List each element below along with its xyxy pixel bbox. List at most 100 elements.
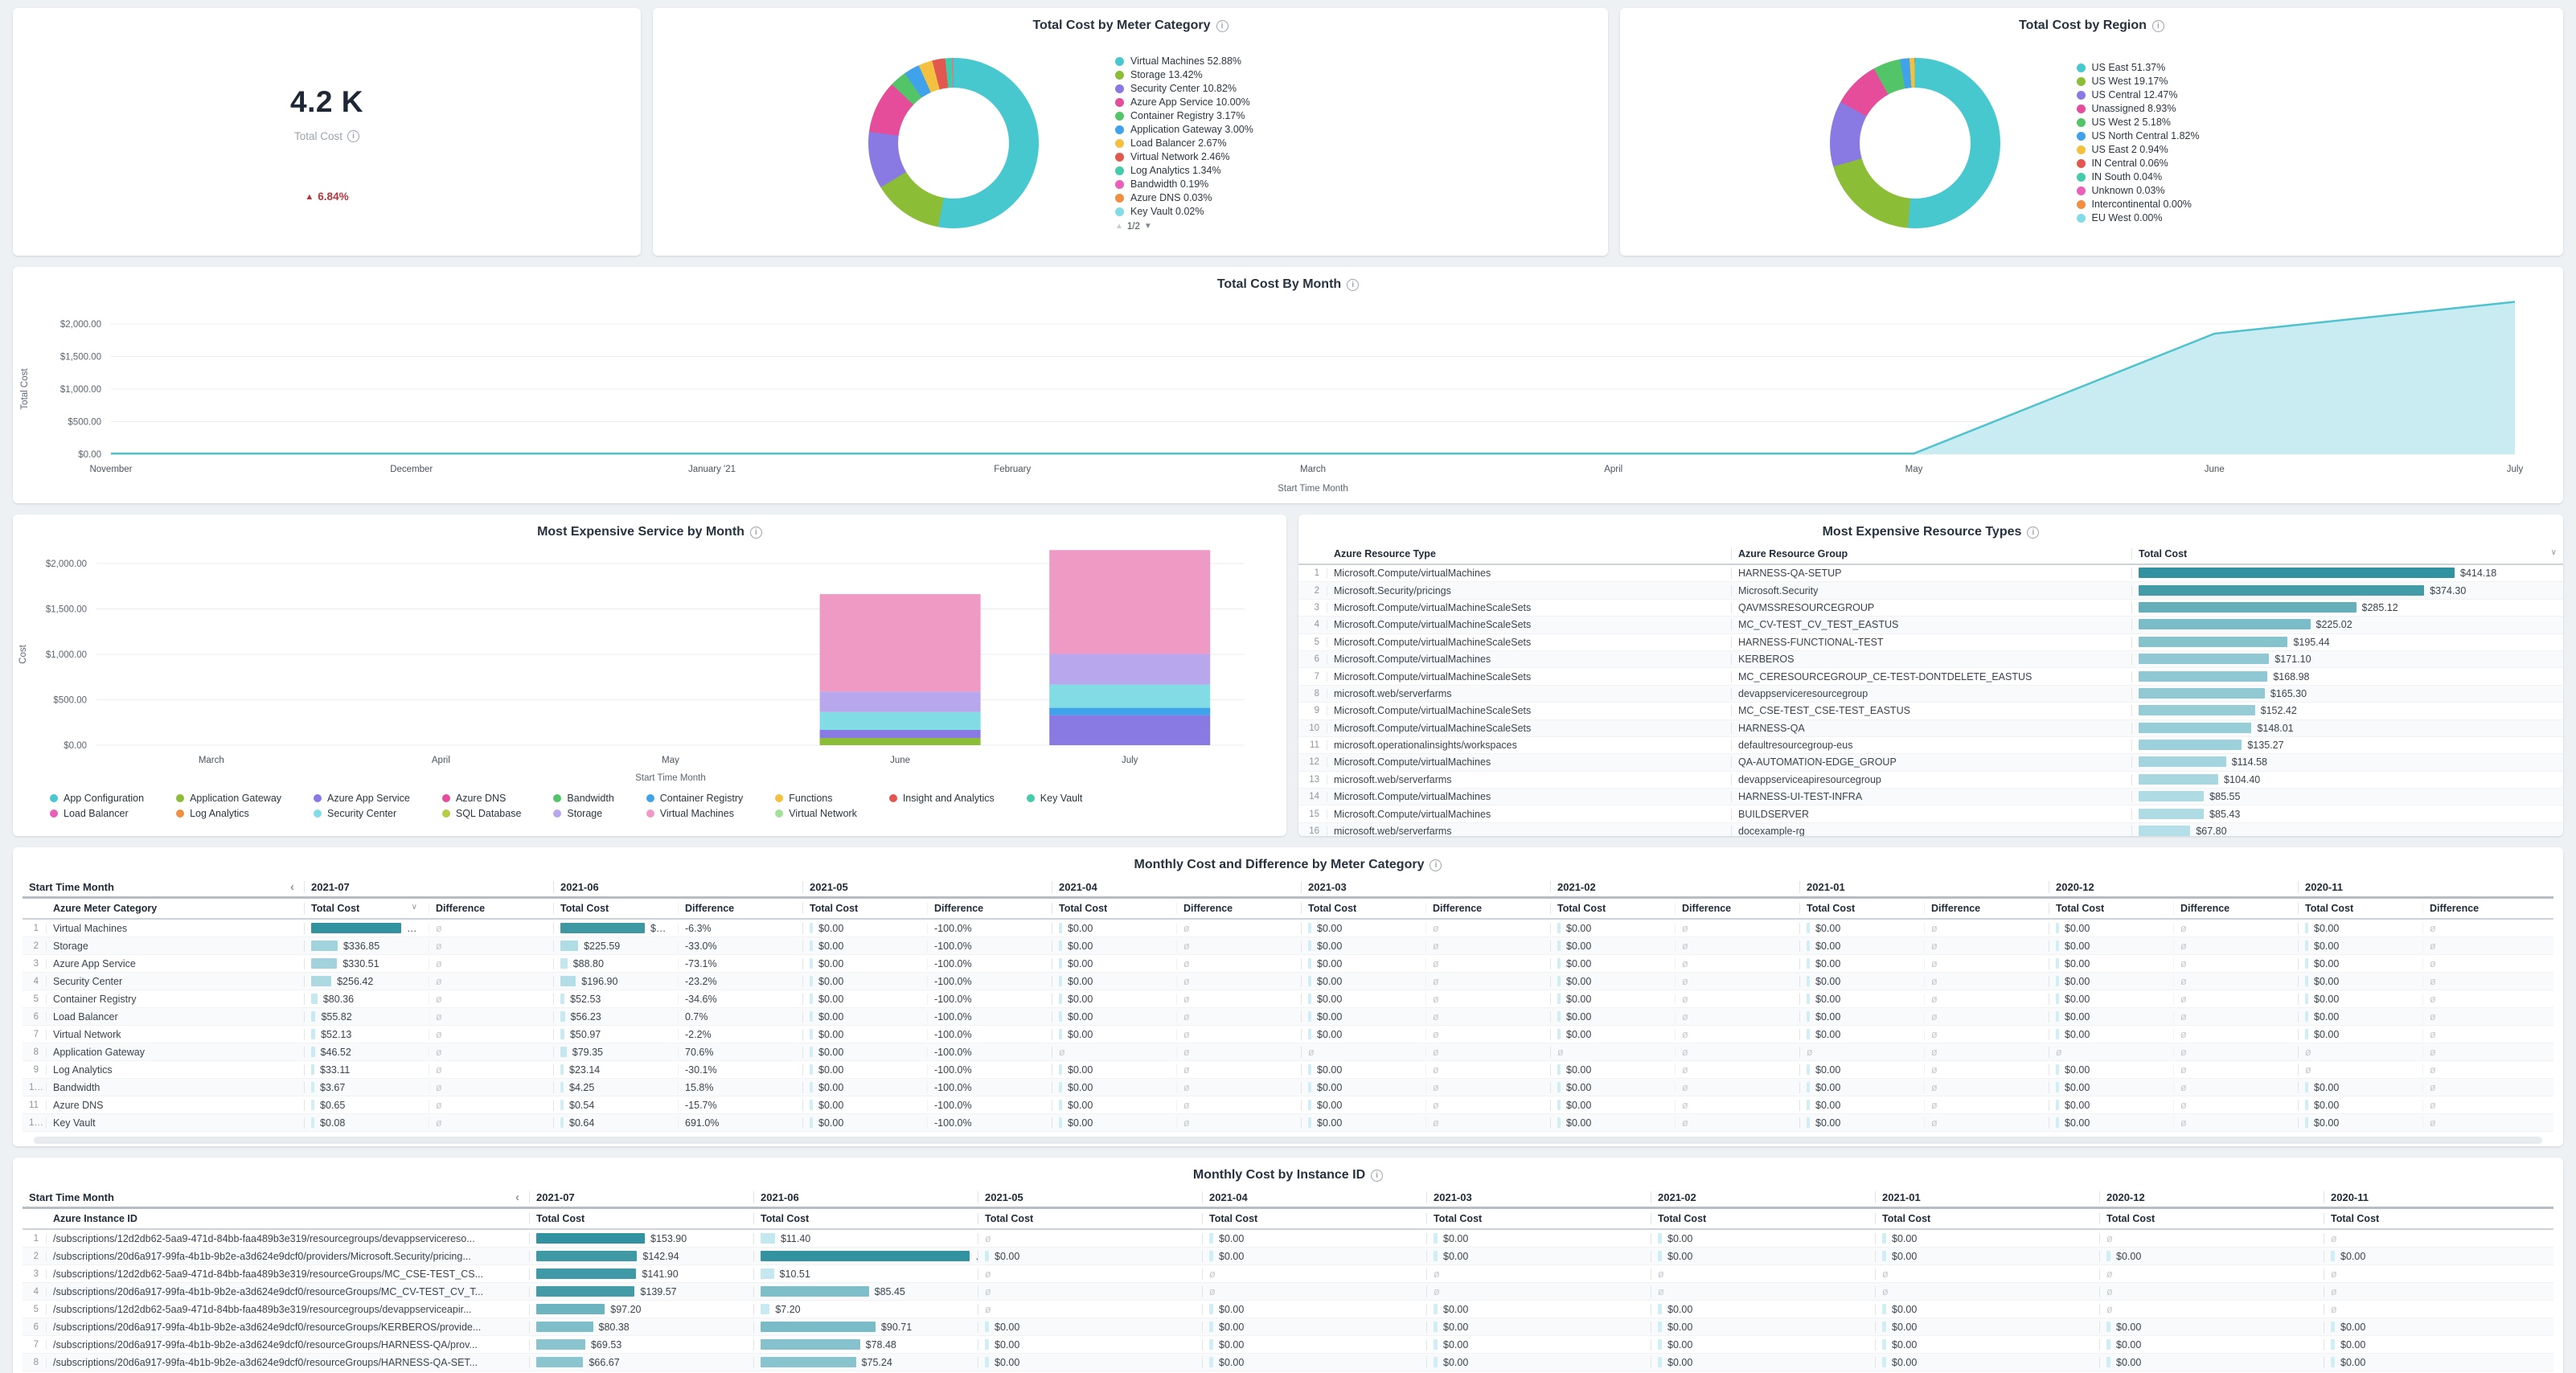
legend-page-down-icon[interactable]: ▼ — [1144, 222, 1152, 231]
legend-item[interactable]: US West 2 5.18% — [2077, 116, 2354, 129]
column-header-total-cost[interactable]: Total Cost∨ — [304, 903, 429, 914]
month-header[interactable]: 2021-05 — [978, 1191, 1202, 1203]
month-header[interactable]: 2021-02 — [1550, 881, 1799, 893]
legend-item[interactable]: Log Analytics 1.34% — [1115, 164, 1393, 178]
legend-page-up-icon[interactable]: ▲ — [1115, 222, 1123, 231]
month-header[interactable]: 2020-11 — [2298, 881, 2547, 893]
legend-item[interactable]: Security Center — [314, 808, 410, 819]
legend-item[interactable]: Insight and Analytics — [889, 793, 995, 804]
column-header-total-cost[interactable]: Total Cost — [753, 1213, 978, 1224]
start-time-month-header[interactable]: Start Time Month‹ — [23, 1191, 529, 1204]
legend-item[interactable]: Azure DNS 0.03% — [1115, 191, 1393, 205]
column-header-resource-group[interactable]: Azure Resource Group — [1731, 548, 2131, 559]
column-header-difference[interactable]: Difference — [927, 903, 1052, 914]
legend-item[interactable]: IN South 0.04% — [2077, 170, 2354, 184]
legend-item[interactable]: Virtual Network 2.46% — [1115, 150, 1393, 164]
legend-item[interactable]: Key Vault 0.02% — [1115, 205, 1393, 219]
legend-item[interactable]: App Configuration — [50, 793, 144, 804]
column-header-total-cost[interactable]: Total Cost — [1799, 903, 1924, 914]
column-header-total-cost[interactable]: Total Cost — [1052, 903, 1176, 914]
column-header-difference[interactable]: Difference — [1924, 903, 2049, 914]
month-header[interactable]: 2021-07 — [304, 881, 553, 893]
column-header-difference[interactable]: Difference — [1176, 903, 1301, 914]
column-header-total-cost[interactable]: Total Cost — [1426, 1213, 1651, 1224]
month-header[interactable]: 2021-05 — [802, 881, 1052, 893]
horizontal-scrollbar[interactable] — [34, 1137, 2542, 1144]
legend-item[interactable]: Load Balancer — [50, 808, 144, 819]
legend-item[interactable]: Security Center 10.82% — [1115, 82, 1393, 96]
legend-item[interactable]: Storage 13.42% — [1115, 68, 1393, 82]
legend-item[interactable]: Storage — [553, 808, 613, 819]
legend-item[interactable]: Unknown 0.03% — [2077, 184, 2354, 198]
month-header[interactable]: 2021-01 — [1875, 1191, 2099, 1203]
column-header-total-cost[interactable]: Total Cost — [1202, 1213, 1426, 1224]
month-header[interactable]: 2020-12 — [2099, 1191, 2324, 1203]
legend-item[interactable]: US North Central 1.82% — [2077, 129, 2354, 143]
column-header-difference[interactable]: Difference — [2173, 903, 2298, 914]
legend-item[interactable]: Virtual Network — [775, 808, 857, 819]
month-header[interactable]: 2021-04 — [1052, 881, 1301, 893]
column-header-difference[interactable]: Difference — [678, 903, 802, 914]
donut-chart[interactable] — [1830, 58, 2000, 228]
legend-item[interactable]: Load Balancer 2.67% — [1115, 137, 1393, 150]
month-header[interactable]: 2020-11 — [2324, 1191, 2548, 1203]
info-icon[interactable] — [750, 527, 762, 539]
legend-item[interactable]: Container Registry — [646, 793, 744, 804]
column-header-instance-id[interactable]: Azure Instance ID — [47, 1213, 529, 1224]
column-header-total-cost[interactable]: Total Cost — [553, 903, 678, 914]
legend-item[interactable]: EU West 0.00% — [2077, 211, 2354, 225]
column-header-difference[interactable]: Difference — [2422, 903, 2547, 914]
legend-item[interactable]: Application Gateway 3.00% — [1115, 123, 1393, 137]
column-header-difference[interactable]: Difference — [1425, 903, 1550, 914]
legend-item[interactable]: Bandwidth 0.19% — [1115, 178, 1393, 191]
column-header-total-cost[interactable]: Total Cost — [1875, 1213, 2099, 1224]
service-stacked-bar-chart[interactable]: $0.00$500.00$1,000.00$1,500.00$2,000.00M… — [13, 544, 1286, 791]
column-header-total-cost[interactable]: Total Cost — [1651, 1213, 1875, 1224]
legend-item[interactable]: US East 51.37% — [2077, 61, 2354, 75]
info-icon[interactable] — [1347, 279, 1359, 291]
month-header[interactable]: 2020-12 — [2049, 881, 2298, 893]
info-icon[interactable] — [347, 130, 359, 142]
legend-item[interactable]: Bandwidth — [553, 793, 613, 804]
column-header-difference[interactable]: Difference — [1675, 903, 1799, 914]
legend-item[interactable]: IN Central 0.06% — [2077, 157, 2354, 170]
month-header[interactable]: 2021-03 — [1426, 1191, 1651, 1203]
info-icon[interactable] — [1371, 1170, 1383, 1182]
column-header-resource-type[interactable]: Azure Resource Type — [1327, 548, 1731, 559]
legend-item[interactable]: Unassigned 8.93% — [2077, 102, 2354, 116]
legend-item[interactable]: Intercontinental 0.00% — [2077, 198, 2354, 211]
donut-chart[interactable] — [868, 58, 1039, 228]
column-header-total-cost[interactable]: Total Cost — [2099, 1213, 2324, 1224]
legend-item[interactable]: Application Gateway — [176, 793, 281, 804]
column-header-total-cost[interactable]: Total Cost — [2049, 903, 2173, 914]
legend-item[interactable]: Azure App Service — [314, 793, 410, 804]
legend-item[interactable]: Container Registry 3.17% — [1115, 109, 1393, 123]
column-header-total-cost[interactable]: Total Cost — [1301, 903, 1425, 914]
column-header-total-cost[interactable]: Total Cost — [2298, 903, 2422, 914]
legend-item[interactable]: US Central 12.47% — [2077, 88, 2354, 102]
legend-item[interactable]: SQL Database — [442, 808, 522, 819]
start-time-month-header[interactable]: Start Time Month‹ — [23, 880, 304, 894]
month-header[interactable]: 2021-07 — [529, 1191, 753, 1203]
prev-months-chevron-icon[interactable]: ‹ — [512, 1191, 523, 1204]
legend-item[interactable]: Functions — [775, 793, 857, 804]
legend-item[interactable]: Azure App Service 10.00% — [1115, 96, 1393, 109]
legend-item[interactable]: Azure DNS — [442, 793, 522, 804]
legend-item[interactable]: Virtual Machines — [646, 808, 744, 819]
legend-item[interactable]: US West 19.17% — [2077, 75, 2354, 88]
info-icon[interactable] — [1430, 859, 1442, 871]
column-header-meter-category[interactable]: Azure Meter Category — [47, 903, 304, 914]
month-header[interactable]: 2021-06 — [553, 881, 802, 893]
info-icon[interactable] — [1216, 20, 1229, 32]
total-cost-by-month-chart[interactable]: $0.00$500.00$1,000.00$1,500.00$2,000.00N… — [13, 297, 2563, 503]
legend-item[interactable]: Key Vault — [1027, 793, 1083, 804]
month-header[interactable]: 2021-02 — [1651, 1191, 1875, 1203]
info-icon[interactable] — [2027, 527, 2039, 539]
month-header[interactable]: 2021-03 — [1301, 881, 1550, 893]
column-header-total-cost[interactable]: Total Cost — [529, 1213, 753, 1224]
month-header[interactable]: 2021-01 — [1799, 881, 2049, 893]
info-icon[interactable] — [2152, 20, 2164, 32]
prev-months-chevron-icon[interactable]: ‹ — [287, 880, 297, 894]
column-header-total-cost[interactable]: Total Cost — [2324, 1213, 2548, 1224]
column-header-difference[interactable]: Difference — [429, 903, 553, 914]
